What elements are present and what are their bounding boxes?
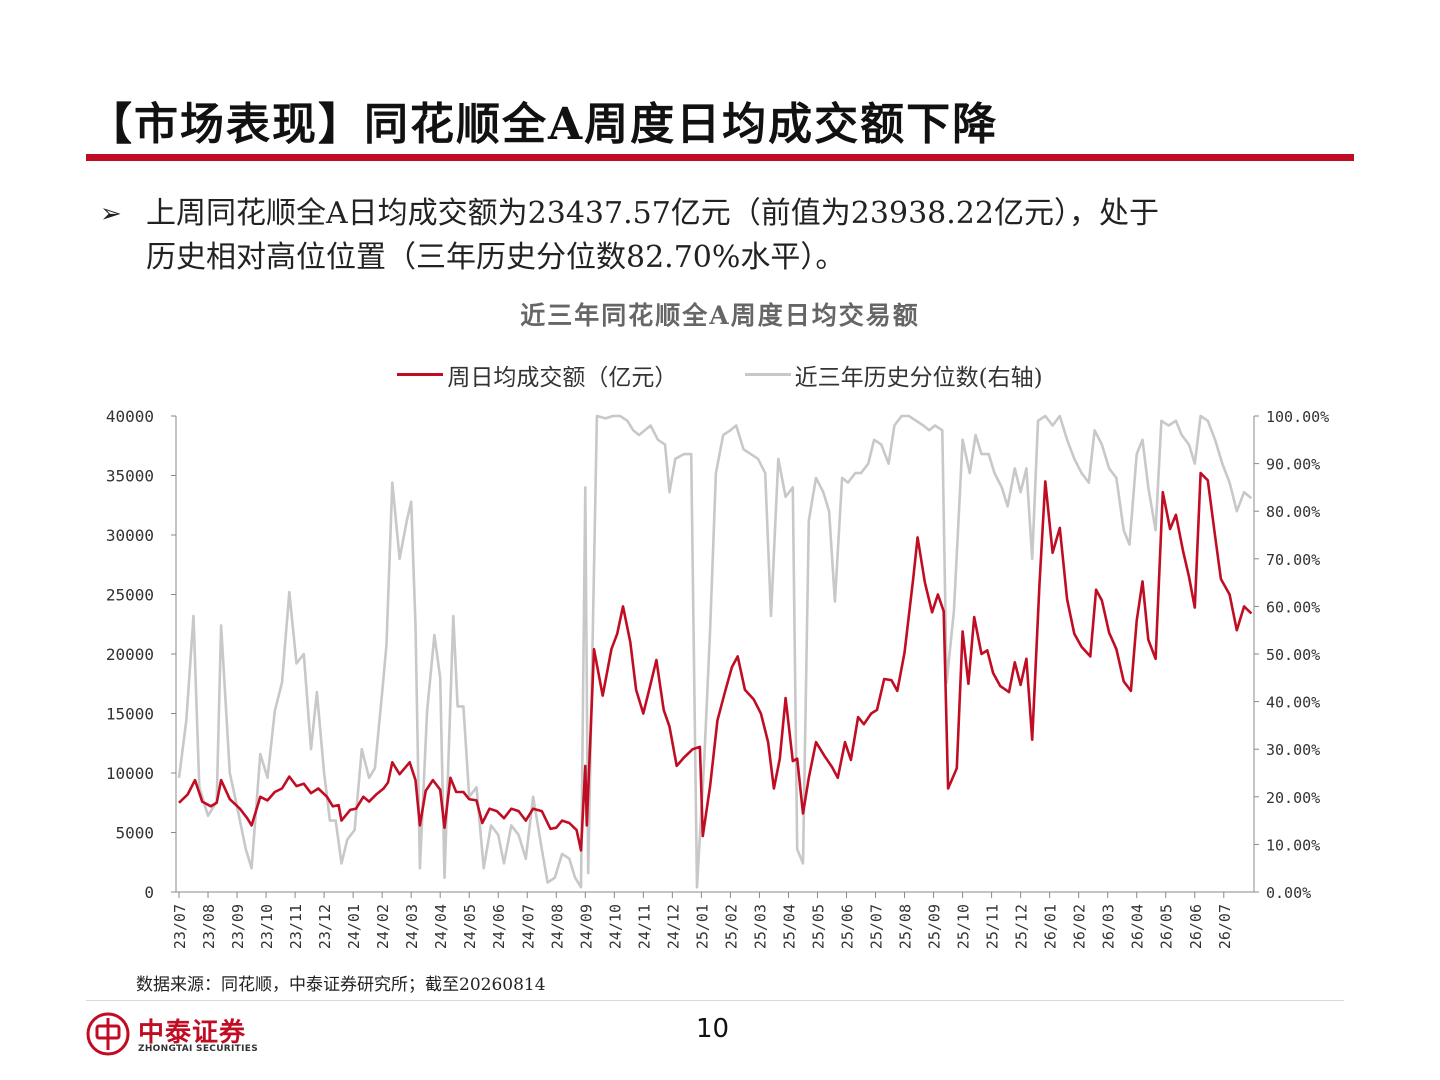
x-tick-label: 24/01 — [345, 904, 363, 949]
x-tick-label: 24/09 — [577, 904, 595, 949]
x-tick-label: 24/04 — [432, 904, 450, 949]
x-tick-label: 25/03 — [751, 904, 769, 949]
x-tick-label: 24/08 — [548, 904, 566, 949]
y-left-tick-label: 15000 — [106, 705, 154, 724]
slide-title: 【市场表现】同花顺全A周度日均成交额下降 — [88, 99, 999, 150]
bullet-line-2: 历史相对高位位置（三年历史分位数82.70%水平）。 — [146, 240, 846, 275]
x-tick-label: 25/02 — [722, 904, 740, 949]
x-tick-label: 24/12 — [664, 904, 682, 949]
x-tick-label: 24/03 — [403, 904, 421, 949]
x-tick-label: 26/03 — [1100, 904, 1118, 949]
legend-item-turnover: 周日均成交额（亿元） — [397, 358, 677, 392]
footer-rule — [86, 1000, 1344, 1001]
x-tick-label: 24/11 — [635, 904, 653, 949]
y-right-tick-label: 50.00% — [1266, 646, 1320, 664]
legend-label-percentile: 近三年历史分位数(右轴) — [794, 364, 1043, 391]
chart-title: 近三年同花顺全A周度日均交易额 — [520, 301, 920, 330]
x-tick-label: 23/07 — [171, 904, 189, 949]
y-right-tick-label: 60.00% — [1266, 598, 1320, 616]
x-tick-label: 23/12 — [316, 904, 334, 949]
y-right-tick-label: 70.00% — [1266, 551, 1320, 569]
x-tick-label: 25/05 — [809, 904, 827, 949]
x-tick-label: 24/07 — [519, 904, 537, 949]
x-tick-label: 26/01 — [1042, 904, 1060, 949]
turnover-chart: 0 5000 10000 15000 20000 25000 30000 35000 40000… — [106, 407, 1329, 949]
x-tick-label: 23/10 — [258, 904, 276, 949]
legend-swatch-percentile — [744, 373, 791, 376]
company-logo: 中泰证券 ZHONGTAI SECURITIES — [86, 1010, 326, 1060]
x-tick-label: 23/11 — [287, 904, 305, 949]
series-line-turnover — [178, 471, 1253, 852]
bullet-text: 上周同花顺全A日均成交额为23437.57亿元（前值为23938.22亿元），处… — [146, 192, 1346, 280]
chart-legend: 周日均成交额（亿元） 近三年历史分位数(右轴) — [0, 356, 1440, 392]
x-tick-label: 24/05 — [461, 904, 479, 949]
y-right-tick-label: 90.00% — [1266, 456, 1320, 474]
y-right-tick-label: 20.00% — [1266, 789, 1320, 807]
y-right-tick-label: 0.00% — [1266, 884, 1311, 902]
y-right-tick-label: 80.00% — [1266, 503, 1320, 521]
legend-label-turnover: 周日均成交额（亿元） — [447, 364, 678, 391]
y-left-tick-label: 20000 — [106, 645, 154, 664]
x-tick-label: 25/09 — [926, 904, 944, 949]
page-number: 10 — [696, 1014, 730, 1044]
y-left-tick-label: 0 — [144, 883, 154, 902]
x-tick-label: 26/06 — [1187, 904, 1205, 949]
logo-name-en: ZHONGTAI SECURITIES — [138, 1044, 258, 1054]
x-tick-label: 24/10 — [606, 904, 624, 949]
x-tick-label: 24/06 — [490, 904, 508, 949]
x-tick-label: 26/04 — [1129, 904, 1147, 949]
y-right-tick-label: 40.00% — [1266, 694, 1320, 712]
y-left-tick-label: 25000 — [106, 586, 154, 605]
logo-name-cn: 中泰证券 — [138, 1018, 247, 1048]
y-left-tick-label: 35000 — [106, 467, 154, 486]
y-left-tick-label: 5000 — [115, 824, 154, 843]
x-tick-label: 25/04 — [780, 904, 798, 949]
data-source-note: 数据来源：同花顺，中泰证券研究所；截至20260814 — [136, 975, 546, 995]
y-right-tick-label: 30.00% — [1266, 741, 1320, 759]
zhongtai-logo-icon — [86, 1012, 130, 1056]
y-left-tick-label: 40000 — [106, 407, 154, 426]
bullet-arrow-icon: ➢ — [100, 199, 122, 229]
x-tick-label: 25/06 — [839, 904, 857, 949]
x-tick-label: 23/08 — [200, 904, 218, 949]
series-line-percentile — [177, 414, 1253, 889]
title-rule — [86, 154, 1354, 161]
x-tick-label: 25/11 — [984, 904, 1002, 949]
x-tick-label: 26/07 — [1216, 904, 1234, 949]
x-tick-label: 25/01 — [693, 904, 711, 949]
x-tick-label: 25/12 — [1013, 904, 1031, 949]
x-tick-label: 26/02 — [1071, 904, 1089, 949]
x-tick-label: 24/02 — [374, 904, 392, 949]
legend-item-percentile: 近三年历史分位数(右轴) — [744, 358, 1043, 392]
x-tick-label: 26/05 — [1158, 904, 1176, 949]
y-left-tick-label: 10000 — [106, 764, 154, 783]
x-tick-label: 23/09 — [229, 904, 247, 949]
x-tick-label: 25/10 — [955, 904, 973, 949]
bullet-line-1: 上周同花顺全A日均成交额为23437.57亿元（前值为23938.22亿元），处… — [146, 196, 1159, 231]
y-right-tick-label: 100.00% — [1266, 408, 1329, 426]
x-tick-label: 25/07 — [868, 904, 886, 949]
y-right-tick-label: 10.00% — [1266, 836, 1320, 854]
x-tick-label: 25/08 — [897, 904, 915, 949]
y-left-tick-label: 30000 — [106, 526, 154, 545]
legend-swatch-turnover — [397, 373, 444, 376]
